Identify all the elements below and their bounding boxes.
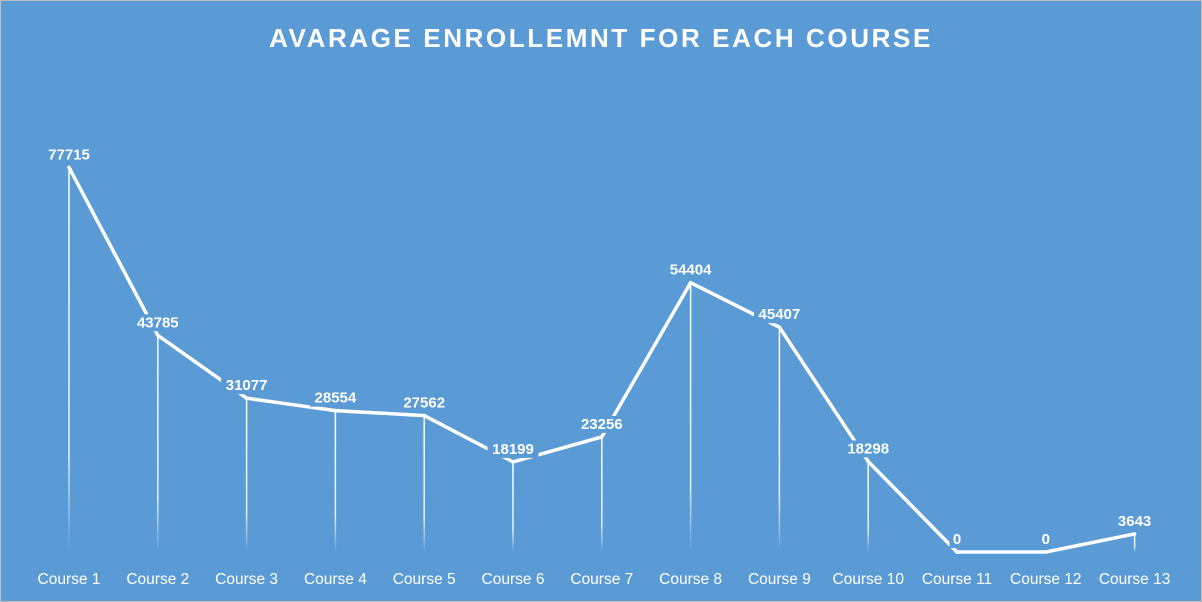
data-label-background xyxy=(309,389,361,407)
x-tick-label: Course 2 xyxy=(126,571,189,588)
data-label-background xyxy=(753,306,805,324)
data-point xyxy=(156,334,159,337)
x-tick-label: Course 13 xyxy=(1099,571,1171,588)
series-line-segment xyxy=(333,408,426,418)
drop-line-4 xyxy=(334,410,337,552)
data-point xyxy=(956,551,959,554)
data-point xyxy=(778,326,781,329)
series-line-segment xyxy=(67,165,160,338)
data-point xyxy=(689,281,692,284)
x-tick-label: Course 8 xyxy=(659,571,722,588)
data-label-background xyxy=(1113,512,1156,530)
data-point xyxy=(245,397,248,400)
drop-line-6 xyxy=(512,461,514,552)
data-label-background xyxy=(221,377,273,395)
x-tick-label: Course 11 xyxy=(922,571,992,588)
drop-line-1 xyxy=(68,167,70,553)
series-line-segment xyxy=(244,396,338,413)
data-label: 28554 xyxy=(315,390,357,407)
chart-title: AVARAGE ENROLLEMNT FOR EACH COURSE xyxy=(269,23,933,53)
data-label-background xyxy=(398,394,450,412)
drop-line-13 xyxy=(1133,533,1136,552)
data-point xyxy=(1133,532,1136,535)
drop-line-7 xyxy=(601,436,603,552)
data-point xyxy=(867,460,870,463)
data-label-background xyxy=(1038,531,1054,548)
x-tick-label: Course 7 xyxy=(570,571,633,588)
data-label-background xyxy=(43,146,95,164)
x-axis-tick-labels: Course 1 Course 2 Course 3 Course 4 Course 5… xyxy=(38,571,1171,588)
drop-line-2 xyxy=(157,335,159,552)
series-line-segment xyxy=(1044,532,1137,554)
data-point xyxy=(512,460,515,463)
data-label: 45407 xyxy=(759,306,801,323)
x-tick-label: Course 6 xyxy=(482,571,545,588)
data-label-background xyxy=(132,314,184,332)
data-point xyxy=(334,409,337,412)
series-line-segment xyxy=(600,280,693,439)
data-point xyxy=(1044,551,1047,554)
drop-lines xyxy=(68,167,1136,553)
x-tick-label: Course 10 xyxy=(832,571,904,588)
series-line-segment xyxy=(866,459,959,554)
drop-line-10 xyxy=(867,461,869,552)
data-label: 77715 xyxy=(48,146,90,163)
drop-line-5 xyxy=(423,415,425,552)
data-point xyxy=(423,414,426,417)
data-label: 54404 xyxy=(670,262,712,279)
x-tick-label: Course 9 xyxy=(748,571,811,588)
x-tick-label: Course 12 xyxy=(1010,571,1082,588)
data-label: 3643 xyxy=(1118,513,1151,530)
drop-line-9 xyxy=(778,327,781,552)
data-label-background xyxy=(487,440,539,458)
data-label: 0 xyxy=(953,531,961,548)
data-label: 27562 xyxy=(403,395,445,412)
x-tick-label: Course 3 xyxy=(215,571,278,588)
data-label: 23256 xyxy=(581,416,623,433)
data-point xyxy=(68,166,71,169)
data-label-background xyxy=(842,440,894,458)
data-labels: 77715 43785 31077 28554 27562 18199 23256 54404… xyxy=(43,146,1156,548)
data-label: 18298 xyxy=(847,440,889,457)
drop-line-8 xyxy=(689,282,692,552)
drop-line-3 xyxy=(245,398,248,552)
data-label: 18199 xyxy=(492,441,534,458)
series-line-segment xyxy=(777,325,870,464)
x-tick-label: Course 4 xyxy=(304,571,367,588)
data-label-background xyxy=(665,261,717,279)
data-label: 31077 xyxy=(226,377,268,394)
data-label-background xyxy=(949,531,965,548)
data-label-background xyxy=(576,415,628,433)
x-tick-label: Course 5 xyxy=(393,571,456,588)
data-label: 0 xyxy=(1042,531,1050,548)
x-tick-label: Course 1 xyxy=(38,571,101,588)
data-point xyxy=(600,435,603,438)
data-label: 43785 xyxy=(137,314,179,331)
